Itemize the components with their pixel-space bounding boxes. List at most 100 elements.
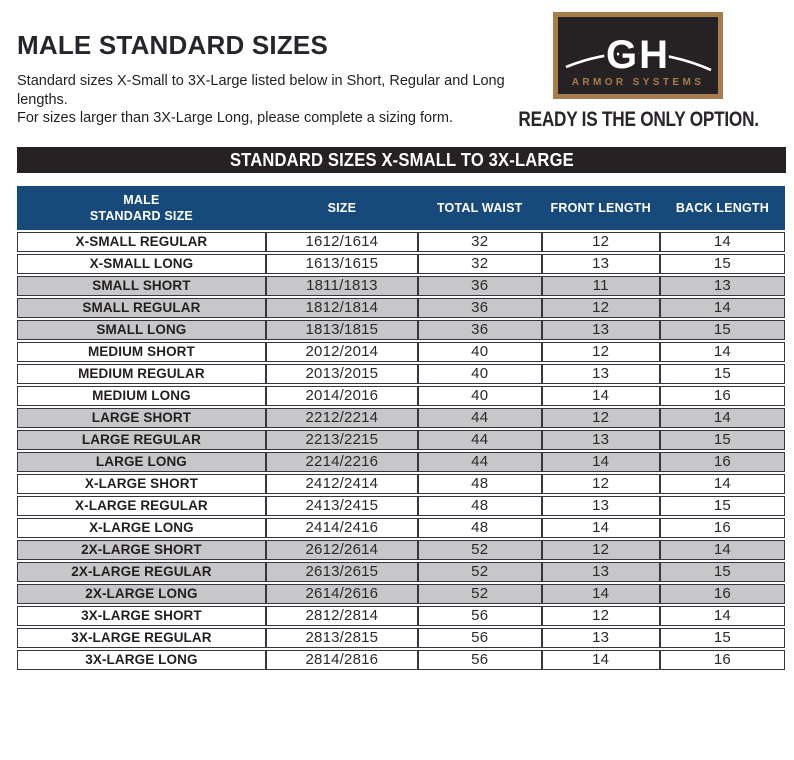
size-table: MALE STANDARD SIZE SIZE TOTAL WAIST FRON…	[17, 184, 785, 672]
cell-size: 2814/2816	[265, 650, 418, 670]
cell-standard-size: SMALL SHORT	[17, 276, 266, 296]
cell-back-length: 14	[659, 408, 785, 428]
cell-total-waist: 56	[417, 606, 542, 626]
cell-total-waist: 56	[417, 650, 542, 670]
cell-standard-size: 3X-LARGE REGULAR	[17, 628, 266, 648]
brand-tagline: READY IS THE ONLY OPTION.	[518, 108, 759, 131]
cell-front-length: 12	[541, 342, 660, 362]
cell-standard-size: MEDIUM REGULAR	[17, 364, 266, 384]
cell-size: 2412/2414	[265, 474, 418, 494]
section-banner-text: STANDARD SIZES X-SMALL TO 3X-LARGE	[229, 149, 574, 170]
subtitle-line-1: Standard sizes X-Small to 3X-Large liste…	[17, 73, 505, 108]
subtitle-line-2: For sizes larger than 3X-Large Long, ple…	[17, 110, 454, 126]
cell-back-length: 16	[659, 452, 785, 472]
cell-front-length: 14	[541, 584, 660, 604]
cell-standard-size: LARGE SHORT	[17, 408, 266, 428]
cell-size: 2812/2814	[265, 606, 418, 626]
cell-standard-size: LARGE REGULAR	[17, 430, 266, 450]
table-row: MEDIUM LONG 2014/2016 40 14 16	[17, 386, 785, 406]
cell-standard-size: 2X-LARGE REGULAR	[17, 562, 266, 582]
cell-back-length: 15	[659, 320, 785, 340]
cell-front-length: 13	[541, 562, 660, 582]
cell-standard-size: X-LARGE SHORT	[17, 474, 266, 494]
cell-front-length: 12	[541, 606, 660, 626]
cell-front-length: 13	[541, 496, 660, 516]
size-table-body: X-SMALL REGULAR 1612/1614 32 12 14 X-SMA…	[17, 232, 785, 670]
cell-back-length: 16	[659, 584, 785, 604]
cell-total-waist: 40	[417, 342, 542, 362]
cell-back-length: 14	[659, 342, 785, 362]
cell-back-length: 15	[659, 628, 785, 648]
size-table-container: MALE STANDARD SIZE SIZE TOTAL WAIST FRON…	[17, 184, 785, 672]
cell-standard-size: MEDIUM SHORT	[17, 342, 266, 362]
column-header-standard-size: MALE STANDARD SIZE	[17, 186, 266, 230]
cell-total-waist: 32	[417, 254, 542, 274]
cell-total-waist: 44	[417, 430, 542, 450]
subtitle: Standard sizes X-Small to 3X-Large liste…	[17, 72, 537, 128]
cell-back-length: 15	[659, 496, 785, 516]
cell-back-length: 16	[659, 518, 785, 538]
cell-size: 2414/2416	[265, 518, 418, 538]
cell-total-waist: 44	[417, 452, 542, 472]
table-row: LARGE LONG 2214/2216 44 14 16	[17, 452, 785, 472]
table-row: SMALL REGULAR 1812/1814 36 12 14	[17, 298, 785, 318]
section-banner: STANDARD SIZES X-SMALL TO 3X-LARGE	[17, 147, 786, 173]
table-row: X-SMALL REGULAR 1612/1614 32 12 14	[17, 232, 785, 252]
cell-front-length: 11	[541, 276, 660, 296]
cell-size: 1613/1615	[265, 254, 418, 274]
cell-size: 2614/2616	[265, 584, 418, 604]
table-row: SMALL SHORT 1811/1813 36 11 13	[17, 276, 785, 296]
cell-standard-size: 2X-LARGE SHORT	[17, 540, 266, 560]
cell-front-length: 14	[541, 386, 660, 406]
table-row: LARGE REGULAR 2213/2215 44 13 15	[17, 430, 785, 450]
cell-total-waist: 48	[417, 518, 542, 538]
document-header: MALE STANDARD SIZES Standard sizes X-Sma…	[17, 0, 785, 145]
size-table-head: MALE STANDARD SIZE SIZE TOTAL WAIST FRON…	[17, 186, 785, 230]
cell-back-length: 14	[659, 606, 785, 626]
brand-block: GH ARMOR SYSTEMS READY IS THE ONLY OPTIO…	[492, 12, 785, 132]
cell-back-length: 14	[659, 298, 785, 318]
column-header-front-length: FRONT LENGTH	[541, 186, 660, 230]
cell-total-waist: 52	[417, 540, 542, 560]
cell-back-length: 16	[659, 650, 785, 670]
cell-size: 1612/1614	[265, 232, 418, 252]
cell-total-waist: 40	[417, 386, 542, 406]
cell-size: 2212/2214	[265, 408, 418, 428]
cell-back-length: 15	[659, 430, 785, 450]
cell-back-length: 15	[659, 562, 785, 582]
cell-size: 2012/2014	[265, 342, 418, 362]
table-row: X-LARGE REGULAR 2413/2415 48 13 15	[17, 496, 785, 516]
column-header-back-length: BACK LENGTH	[659, 186, 785, 230]
cell-size: 2613/2615	[265, 562, 418, 582]
cell-standard-size: SMALL REGULAR	[17, 298, 266, 318]
cell-total-waist: 48	[417, 474, 542, 494]
cell-size: 2813/2815	[265, 628, 418, 648]
cell-total-waist: 44	[417, 408, 542, 428]
cell-total-waist: 36	[417, 298, 542, 318]
cell-size: 2014/2016	[265, 386, 418, 406]
cell-standard-size: X-LARGE LONG	[17, 518, 266, 538]
page-title: MALE STANDARD SIZES	[17, 30, 328, 60]
table-row: 2X-LARGE SHORT 2612/2614 52 12 14	[17, 540, 785, 560]
logo-brand-name: ARMOR SYSTEMS	[572, 77, 705, 88]
cell-front-length: 14	[541, 452, 660, 472]
cell-standard-size: X-SMALL REGULAR	[17, 232, 266, 252]
cell-total-waist: 36	[417, 276, 542, 296]
logo-swoosh-icon	[565, 51, 712, 72]
cell-size: 2612/2614	[265, 540, 418, 560]
cell-size: 2013/2015	[265, 364, 418, 384]
logo-background	[558, 17, 719, 94]
cell-standard-size: 3X-LARGE LONG	[17, 650, 266, 670]
cell-front-length: 12	[541, 298, 660, 318]
cell-total-waist: 40	[417, 364, 542, 384]
cell-size: 2213/2215	[265, 430, 418, 450]
table-row: MEDIUM SHORT 2012/2014 40 12 14	[17, 342, 785, 362]
cell-front-length: 12	[541, 408, 660, 428]
cell-front-length: 14	[541, 518, 660, 538]
column-header-total-waist: TOTAL WAIST	[417, 186, 542, 230]
cell-front-length: 13	[541, 254, 660, 274]
table-row: 3X-LARGE SHORT 2812/2814 56 12 14	[17, 606, 785, 626]
cell-standard-size: X-SMALL LONG	[17, 254, 266, 274]
cell-back-length: 15	[659, 254, 785, 274]
